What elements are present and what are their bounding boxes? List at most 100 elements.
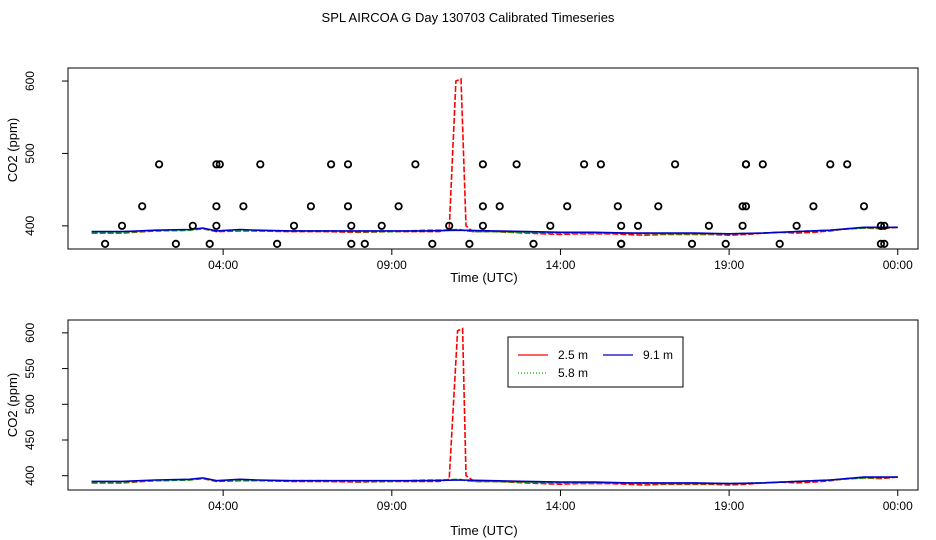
top-x-axis-label: Time (UTC): [450, 270, 517, 285]
bottom-y-axis: 400 450 500 550 600: [23, 323, 68, 486]
top-marker-point: [138, 202, 147, 211]
top-marker-point: [738, 202, 747, 211]
top-marker-point: [495, 202, 504, 211]
top-marker-point: [529, 239, 538, 248]
top-marker-point: [880, 221, 889, 230]
top-marker-point: [347, 239, 356, 248]
bottom-x-tick-label: 09:00: [377, 499, 407, 513]
top-marker-point: [654, 202, 663, 211]
top-marker-point: [876, 221, 886, 230]
top-plot-frame: [67, 67, 919, 250]
top-marker-point: [394, 202, 403, 211]
top-marker-point: [617, 221, 626, 230]
top-marker-point: [704, 221, 714, 230]
bottom-panel: 400 450 500 550 600 04:00 09:00 14:00 19:00 00:0…: [5, 319, 919, 538]
bottom-series-2-5-m: [91, 327, 898, 486]
top-marker-point: [212, 221, 221, 230]
top-marker-point: [212, 202, 221, 211]
top-marker-point: [205, 239, 214, 248]
top-panel: 400 500 600 04:00 09:00 14:00 19:00 00:00 Time…: [5, 67, 919, 285]
top-marker-point: [880, 239, 889, 248]
top-marker-point: [171, 239, 180, 248]
bottom-plot-area: [91, 327, 898, 486]
legend-label-2-5m: 2.5 m: [558, 348, 588, 362]
bottom-x-tick-label: 00:00: [883, 499, 913, 513]
top-y-axis: 400 500 600: [23, 71, 68, 236]
top-marker-point: [343, 160, 353, 169]
bottom-x-tick-label: 19:00: [714, 499, 744, 513]
top-marker-point: [343, 202, 353, 211]
top-x-tick-label: 19:00: [714, 258, 744, 272]
top-marker-point: [360, 239, 369, 248]
bottom-y-tick-label: 500: [23, 394, 37, 414]
bottom-plot-frame: [67, 319, 919, 491]
top-y-tick-label: 400: [23, 215, 37, 235]
top-marker-point: [809, 202, 818, 211]
top-marker-point: [775, 239, 784, 248]
top-marker-point: [478, 160, 487, 169]
top-marker-point: [101, 239, 110, 248]
top-y-axis-label: CO2 (ppm): [5, 118, 20, 182]
top-marker-point: [428, 239, 437, 248]
top-marker-point: [239, 202, 248, 211]
chart-title: SPL AIRCOA G Day 130703 Calibrated Times…: [322, 10, 615, 25]
top-marker-point: [826, 160, 835, 169]
top-marker-point: [411, 160, 420, 169]
top-x-tick-label: 09:00: [377, 258, 407, 272]
top-marker-point: [758, 160, 767, 169]
top-marker-point: [843, 160, 852, 169]
top-marker-point: [478, 202, 487, 211]
top-marker-point: [445, 221, 454, 230]
top-x-tick-label: 00:00: [883, 258, 913, 272]
top-marker-point: [596, 160, 606, 169]
top-series-2-5-m: [91, 77, 898, 237]
top-marker-point: [289, 221, 299, 230]
top-marker-point: [859, 202, 869, 211]
bottom-x-tick-label: 04:00: [208, 499, 238, 513]
bottom-y-axis-label: CO2 (ppm): [5, 373, 20, 437]
top-marker-point: [215, 160, 224, 169]
top-marker-point: [188, 221, 197, 230]
top-marker-point: [256, 160, 265, 169]
top-marker-point: [876, 239, 886, 248]
bottom-x-axis: 04:00 09:00 14:00 19:00 00:00: [208, 490, 913, 513]
bottom-y-tick-label: 450: [23, 430, 37, 450]
top-marker-point: [579, 160, 589, 169]
top-marker-point: [721, 239, 730, 248]
top-marker-point: [741, 202, 751, 211]
top-marker-point: [613, 202, 622, 211]
bottom-y-tick-label: 400: [23, 465, 37, 485]
top-marker-point: [792, 221, 801, 230]
legend-box: [507, 336, 684, 388]
top-marker-point: [326, 160, 336, 169]
top-marker-point: [741, 160, 751, 169]
top-x-axis: 04:00 09:00 14:00 19:00 00:00: [208, 249, 913, 272]
top-marker-point: [687, 239, 697, 248]
top-marker-point: [478, 221, 487, 230]
top-marker-point: [546, 221, 555, 230]
top-plot-area: [91, 77, 898, 248]
top-y-tick-label: 600: [23, 71, 37, 91]
top-marker-point: [512, 160, 521, 169]
top-marker-point: [212, 160, 221, 169]
top-marker-point: [738, 221, 747, 230]
top-marker-point: [306, 202, 315, 211]
top-marker-point: [377, 221, 386, 230]
top-marker-point: [633, 221, 643, 230]
top-marker-point: [563, 202, 572, 211]
top-marker-point: [272, 239, 282, 248]
top-marker-point: [670, 160, 680, 169]
top-marker-point: [155, 160, 164, 169]
bottom-x-axis-label: Time (UTC): [450, 523, 517, 538]
top-series-9-1-m: [91, 226, 898, 235]
legend-label-9-1m: 9.1 m: [643, 348, 673, 362]
top-marker-point: [465, 239, 474, 248]
legend: 2.5 m 9.1 m 5.8 m: [507, 336, 684, 388]
bottom-x-tick-label: 14:00: [545, 499, 575, 513]
top-x-tick-label: 14:00: [545, 258, 575, 272]
bottom-series-9-1-m: [91, 476, 898, 485]
bottom-y-tick-label: 600: [23, 323, 37, 343]
top-marker-point: [617, 239, 626, 248]
bottom-y-tick-label: 550: [23, 358, 37, 378]
